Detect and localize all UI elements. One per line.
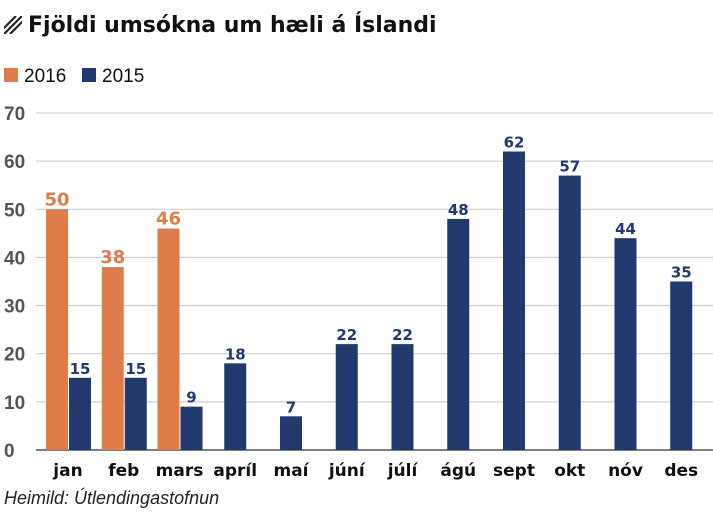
data-label-2015-mars: 9 xyxy=(186,389,196,407)
bar-2015-nóv xyxy=(614,238,637,450)
bar-2015-sept xyxy=(503,151,525,450)
data-label-2015-sept: 62 xyxy=(504,134,525,152)
bar-2015-maí xyxy=(280,416,302,450)
bar-2015-apríl xyxy=(224,363,247,450)
data-label-2015-júlí: 22 xyxy=(392,326,413,344)
x-tick-label: júlí xyxy=(387,461,419,481)
chart-title: Fjöldi umsókna um hæli á Íslandi xyxy=(28,12,437,38)
legend-label-2016: 2016 xyxy=(24,66,66,87)
x-tick-label: júní xyxy=(328,461,366,481)
data-label-2015-júní: 22 xyxy=(336,326,357,344)
bar-2016-feb xyxy=(101,267,124,450)
x-tick-label: maí xyxy=(273,461,309,481)
bar-2015-mars xyxy=(180,406,203,450)
data-label-2015-feb: 15 xyxy=(125,360,146,378)
bar-2016-jan xyxy=(46,209,68,450)
title-row: Fjöldi umsókna um hæli á Íslandi xyxy=(4,8,437,42)
x-tick-label: des xyxy=(664,461,698,481)
x-tick-label: ágú xyxy=(440,461,476,481)
bar-2016-mars xyxy=(157,228,180,450)
x-tick-label: mars xyxy=(156,461,204,481)
bar-2015-feb xyxy=(124,377,147,450)
bar-2015-júní xyxy=(335,344,358,450)
x-tick-label: sept xyxy=(493,461,535,481)
x-tick-label: jan xyxy=(52,461,82,481)
x-tick-label: okt xyxy=(554,461,585,481)
bar-2015-jan xyxy=(69,377,91,450)
y-tick-label: 10 xyxy=(4,393,25,414)
x-tick-label: feb xyxy=(108,461,139,481)
y-tick-label: 0 xyxy=(4,441,15,462)
x-tick-label: nóv xyxy=(608,461,643,481)
data-label-2015-ágú: 48 xyxy=(448,201,469,219)
data-label-2015-maí: 7 xyxy=(286,398,296,416)
x-tick-label: apríl xyxy=(213,461,257,481)
data-label-2016-mars: 46 xyxy=(156,209,181,230)
y-tick-label: 70 xyxy=(4,104,25,125)
y-tick-label: 20 xyxy=(4,345,25,366)
data-label-2015-des: 35 xyxy=(671,264,692,282)
data-label-2015-jan: 15 xyxy=(70,360,91,378)
hatch-icon xyxy=(4,16,22,34)
source-note: Heimild: Útlendingastofnun xyxy=(4,488,220,508)
bar-2015-ágú xyxy=(447,218,470,450)
bar-2015-júlí xyxy=(391,344,414,450)
data-label-2016-feb: 38 xyxy=(100,247,125,268)
bar-2015-des xyxy=(670,281,693,450)
y-tick-label: 50 xyxy=(4,200,25,221)
y-tick-label: 60 xyxy=(4,152,25,173)
data-label-2015-okt: 57 xyxy=(559,158,580,176)
data-label-2015-nóv: 44 xyxy=(615,220,636,238)
legend-swatch-2016 xyxy=(4,68,18,82)
legend-swatch-2015 xyxy=(82,68,96,82)
y-tick-label: 30 xyxy=(4,297,25,318)
data-label-2015-apríl: 18 xyxy=(225,345,246,363)
data-label-2016-jan: 50 xyxy=(44,189,69,210)
bar-2015-okt xyxy=(558,175,581,451)
y-tick-label: 40 xyxy=(4,248,25,269)
legend-label-2015: 2015 xyxy=(102,66,144,87)
